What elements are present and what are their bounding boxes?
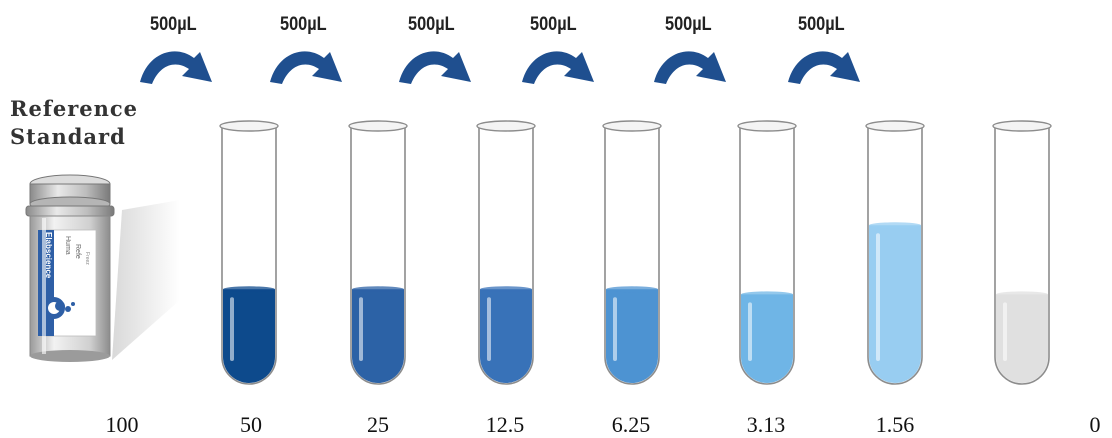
transfer-label-1: 500µL [150,14,197,35]
vial-brand-text: Elabscience [44,232,53,279]
transfer-label-3: 500µL [408,14,455,35]
test-tube-5 [737,120,797,385]
curved-arrow-icon [270,51,342,84]
reference-vial: Elabscience Huma Refe Freez [25,174,180,362]
vial-label-line-3: Freez [84,252,90,265]
vial-label-line-1: Huma [64,236,71,255]
tube-rim-2 [348,120,408,132]
curved-arrow-icon [654,51,726,84]
curved-arrow-icon [140,51,212,84]
test-tube-1 [219,120,279,385]
concentration-label-1: 100 [105,412,139,437]
transfer-label-6: 500µL [798,14,845,35]
test-tube-3 [476,120,536,385]
tube-liquid-5 [741,294,793,383]
concentration-label-8: 0 [1089,412,1101,437]
transfer-label-2: 500µL [280,14,327,35]
vial-label-line-2: Refe [74,244,81,259]
concentration-label-7: 1.56 [875,412,915,437]
test-tube-4 [602,120,662,385]
tube-liquid-6 [869,225,921,383]
tube-liquid-4 [606,289,658,383]
tube-rim-3 [476,120,536,132]
test-tube-2 [348,120,408,385]
tube-liquid-1 [223,289,275,383]
reference-title-line2: Standard [10,124,126,149]
tube-liquid-2 [352,289,404,383]
tube-rim-6 [865,120,925,132]
tube-rim-4 [602,120,662,132]
concentration-label-5: 6.25 [611,412,651,437]
concentration-label-6: 3.13 [746,412,786,437]
concentration-label-3: 25 [367,412,389,437]
concentration-label-2: 50 [240,412,262,437]
tube-liquid-7 [996,294,1048,383]
vial-shadow [112,200,180,360]
tube-rim-5 [737,120,797,132]
curved-arrow-icon [522,51,594,84]
test-tube-7 [992,120,1052,385]
elabscience-logo-icon [43,297,75,319]
concentration-label-4: 12.5 [485,412,525,437]
curved-arrow-icon [788,51,860,84]
tube-rim-1 [219,120,279,132]
test-tube-6 [865,120,925,385]
reference-title-line1: Reference [10,96,139,121]
tube-rim-7 [992,120,1052,132]
transfer-label-4: 500µL [530,14,577,35]
tube-liquid-3 [480,289,532,383]
curved-arrow-icon [399,51,471,84]
transfer-label-5: 500µL [665,14,712,35]
